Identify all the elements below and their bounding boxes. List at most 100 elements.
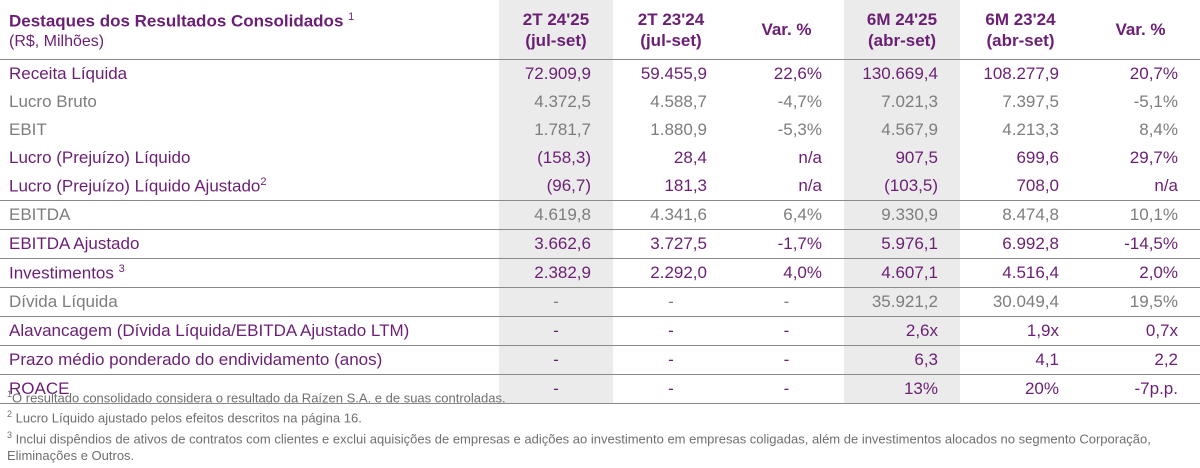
row-footnote-ref: 3 [118,262,125,275]
cell-value: 7.021,3 [844,88,960,116]
cell-value: - [729,374,844,404]
cell-value: 2.292,0 [613,258,729,288]
cell-value: 13% [844,374,960,404]
cell-value: 699,6 [1016,148,1059,167]
cell-value: - [613,345,729,375]
table-row: Alavancagem (Dívida Líquida/EBITDA Ajust… [0,316,1200,346]
footnote-text: Lucro Líquido ajustado pelos efeitos des… [15,410,362,426]
cell-value: - [729,316,844,346]
column-header-var-semester: Var. % [1081,0,1200,60]
table-row: Lucro (Prejuízo) Líquido (158,3) 28,4 n/… [0,144,1200,172]
table-row: Investimentos 3 2.382,9 2.292,0 4,0% 4.6… [0,258,1200,288]
cell-value: -1,7% [729,229,844,259]
row-label: Alavancagem (Dívida Líquida/EBITDA Ajust… [0,316,499,346]
column-header-line1: Var. % [761,20,812,39]
column-header-2t2324: 2T 23'24 (jul-set) [613,0,729,60]
cell-value: - [499,374,613,404]
cell-value: -5,1% [1133,92,1178,111]
table-row: ROACE - - - 13% 20% -7p.p. [0,374,1200,404]
cell-value: 0,7x [1081,316,1200,346]
cell-value: 7.397,5 [1002,92,1059,111]
row-label: Investimentos 3 [0,258,499,288]
column-header-line2: (jul-set) [525,30,587,50]
column-header-line1: Var. % [1115,20,1166,39]
cell-value: -14,5% [1081,229,1200,259]
footnotes: 1O resultado consolidado considera o res… [7,386,1195,464]
footnote-text: O resultado consolidado considera o resu… [12,390,506,406]
table-row: EBITDA 4.619,8 4.341,6 6,4% 9.330,9 8.47… [0,200,1200,230]
table-row: Receita Líquida 72.909,9 59.455,9 22,6% … [0,59,1200,88]
cell-value: 4.619,8 [499,200,613,230]
cell-value: 4.516,4 [960,258,1081,288]
column-header-2t2425: 2T 24'25 (jul-set) [499,0,613,60]
footnote: 3 Inclui dispêndios de ativos de contrat… [7,427,1195,464]
footnote-text: Inclui dispêndios de ativos de contratos… [7,430,1151,463]
cell-value: 20% [960,374,1081,404]
footnote-marker: 2 [7,409,13,420]
cell-value: 10,1% [1081,200,1200,230]
cell-value: (96,7) [499,172,613,201]
row-label: EBITDA Ajustado [0,229,499,259]
table-row: Prazo médio ponderado do endividamento (… [0,345,1200,375]
column-header-line1: 6M 24'25 [866,9,938,29]
cell-value: 130.669,4 [844,59,960,88]
row-label: EBITDA [0,200,499,230]
table-row: Dívida Líquida - - - 35.921,2 30.049,4 1… [0,287,1200,317]
cell-value: 4,1 [960,345,1081,375]
cell-value: 59.455,9 [640,64,707,83]
column-header-line2: (abr-set) [867,30,936,50]
cell-value: 2,6x [844,316,960,346]
cell-value: -4,7% [777,92,822,111]
cell-value: (158,3) [499,144,613,172]
cell-value: 29,7% [1129,148,1178,167]
column-header-6m2425: 6M 24'25 (abr-set) [844,0,960,60]
cell-value: 2,2 [1081,345,1200,375]
cell-value: - [613,287,729,317]
cell-value: n/a [798,176,822,195]
cell-value: 4.567,9 [844,116,960,144]
row-label-text: Lucro (Prejuízo) Líquido Ajustado [9,176,261,196]
cell-value: - [613,316,729,346]
cell-value: - [729,345,844,375]
cell-value: - [499,316,613,346]
table-title-text: Destaques dos Resultados Consolidados [9,11,344,31]
cell-value: 72.909,9 [499,59,613,88]
cell-value: 22,6% [773,64,822,83]
column-header-6m2324: 6M 23'24 (abr-set) [960,0,1081,60]
table-row: EBITDA Ajustado 3.662,6 3.727,5 -1,7% 5.… [0,229,1200,259]
row-label: ROACE [0,374,499,404]
table-subtitle: (R$, Milhões) [9,33,105,51]
footnote: 1O resultado consolidado considera o res… [7,386,1195,406]
cell-value: 4.213,3 [1002,120,1059,139]
column-header-line1: 2T 24'25 [522,9,590,29]
row-footnote-ref: 2 [260,175,267,188]
cell-value: 6.992,8 [960,229,1081,259]
column-header-var-quarter: Var. % [729,0,844,60]
cell-value: 907,5 [844,144,960,172]
cell-value: - [729,287,844,317]
cell-value: 1.880,9 [650,120,707,139]
cell-value: - [613,374,729,404]
cell-value: 2,0% [1081,258,1200,288]
cell-value: 4.372,5 [499,88,613,116]
row-label: Lucro (Prejuízo) Líquido [9,148,191,167]
cell-value: 19,5% [1081,287,1200,317]
cell-value: 28,4 [673,148,707,167]
cell-value: 708,0 [1016,176,1059,195]
cell-value: 35.921,2 [844,287,960,317]
row-label: Dívida Líquida [0,287,499,317]
column-header-line2: (jul-set) [640,30,702,50]
cell-value: n/a [1154,176,1178,195]
cell-value: 3.727,5 [613,229,729,259]
table-row: Lucro Bruto 4.372,5 4.588,7 -4,7% 7.021,… [0,88,1200,116]
cell-value: 108.277,9 [983,64,1059,83]
cell-value: 4,0% [729,258,844,288]
cell-value: - [499,345,613,375]
column-header-line1: 6M 23'24 [985,9,1056,29]
cell-value: (103,5) [844,172,960,201]
table-title: Destaques dos Resultados Consolidados 1 … [0,0,499,60]
cell-value: -5,3% [777,120,822,139]
results-table: Destaques dos Resultados Consolidados 1 … [0,0,1200,404]
cell-value: 8,4% [1139,120,1178,139]
row-label: EBIT [9,120,47,139]
